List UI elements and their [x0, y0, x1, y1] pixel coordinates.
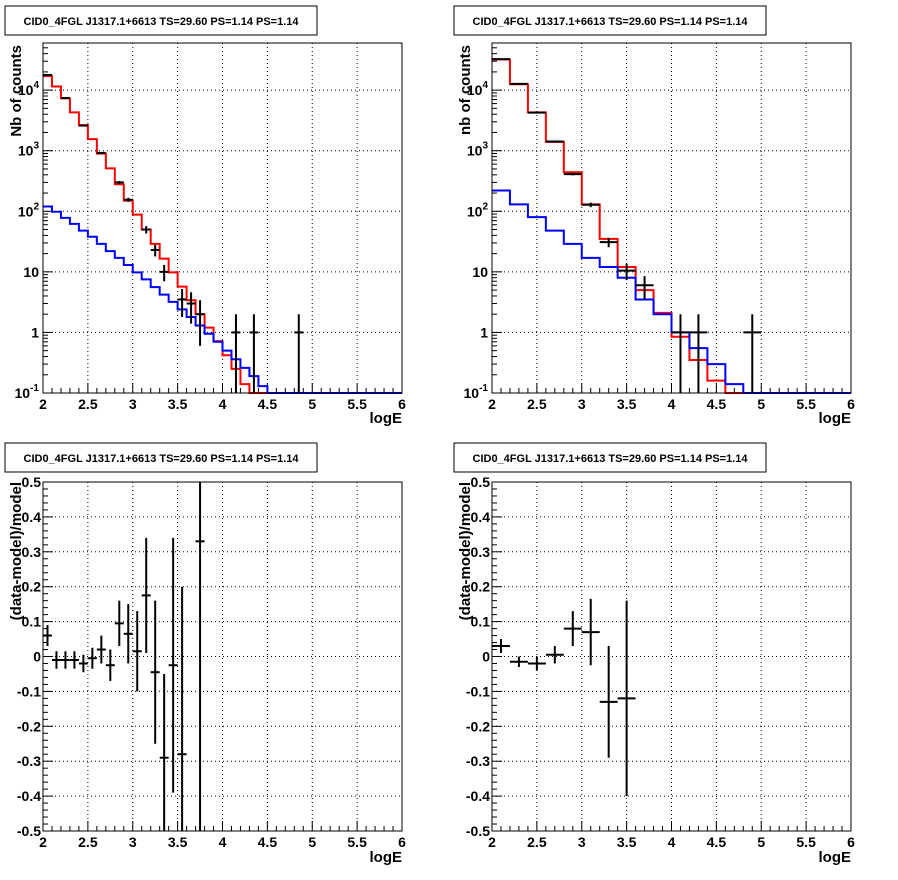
x-tick-label: 5: [308, 834, 316, 850]
x-tick-label: 4.5: [258, 396, 278, 412]
y-tick-label: -0.4: [17, 788, 41, 804]
x-tick-label: 3: [578, 834, 586, 850]
panel-title: CID0_4FGL J1317.1+6613 TS=29.60 PS=1.14 …: [473, 453, 749, 465]
x-tick-label: 3.5: [168, 396, 188, 412]
x-axis-label: logE: [370, 410, 403, 427]
x-axis-label: logE: [819, 410, 852, 427]
x-tick-label: 4: [219, 396, 227, 412]
panel-title: CID0_4FGL J1317.1+6613 TS=29.60 PS=1.14 …: [24, 16, 300, 28]
y-tick-label: 10: [23, 264, 39, 280]
x-tick-label: 4: [219, 834, 227, 850]
y-axis-label: nb of counts: [457, 45, 474, 135]
data-point: [61, 98, 70, 99]
x-tick-label: 5.5: [796, 396, 816, 412]
y-tick-label: 1: [480, 324, 488, 340]
x-axis-label: logE: [370, 849, 403, 866]
y-tick-label: 1: [31, 324, 39, 340]
y-tick-label: -0.1: [466, 683, 490, 699]
x-tick-label: 2.5: [78, 834, 98, 850]
data-point: [43, 75, 52, 76]
x-tick-label: 2.5: [527, 396, 547, 412]
y-axis-label: (data-model)/model: [8, 482, 25, 620]
x-tick-label: 6: [847, 834, 855, 850]
x-tick-label: 4.5: [258, 834, 278, 850]
panel-title: CID0_4FGL J1317.1+6613 TS=29.60 PS=1.14 …: [473, 16, 749, 28]
y-tick-label: -0.2: [466, 718, 490, 734]
y-tick-label: 0: [482, 649, 490, 665]
y-tick-label: -0.3: [17, 753, 41, 769]
y-tick-label: -0.2: [17, 718, 41, 734]
x-tick-label: 5.5: [347, 396, 367, 412]
x-tick-label: 2.5: [78, 396, 98, 412]
x-tick-label: 3: [129, 396, 137, 412]
data-point: [546, 141, 564, 142]
y-tick-label: -0.1: [17, 683, 41, 699]
x-tick-label: 6: [398, 834, 406, 850]
y-axis-label: (data-model)/model: [457, 482, 474, 620]
x-tick-label: 2: [488, 396, 496, 412]
x-tick-label: 3: [578, 396, 586, 412]
y-tick-label: -0.4: [466, 788, 490, 804]
panel-title: CID0_4FGL J1317.1+6613 TS=29.60 PS=1.14 …: [24, 453, 300, 465]
x-tick-label: 5: [757, 834, 765, 850]
y-tick-label: -0.5: [466, 823, 490, 839]
y-tick-label: -0.5: [17, 823, 41, 839]
x-tick-label: 2: [39, 396, 47, 412]
x-tick-label: 3.5: [617, 396, 637, 412]
data-point: [528, 112, 546, 113]
x-tick-label: 5: [308, 396, 316, 412]
x-tick-label: 5: [757, 396, 765, 412]
data-point: [510, 84, 528, 85]
x-tick-label: 4: [668, 396, 676, 412]
x-tick-label: 5.5: [347, 834, 367, 850]
data-point: [97, 152, 106, 154]
x-tick-label: 3.5: [617, 834, 637, 850]
x-tick-label: 3.5: [168, 834, 188, 850]
y-axis-label: Nb of counts: [8, 45, 25, 137]
x-tick-label: 2.5: [527, 834, 547, 850]
data-point: [79, 125, 88, 126]
x-tick-label: 4.5: [707, 834, 727, 850]
x-tick-label: 3: [129, 834, 137, 850]
x-tick-label: 4: [668, 834, 676, 850]
y-tick-label: -0.3: [466, 753, 490, 769]
data-point: [564, 173, 582, 176]
y-tick-label: 10: [472, 264, 488, 280]
y-tick-label: 0: [33, 649, 41, 665]
x-tick-label: 5.5: [796, 834, 816, 850]
x-axis-label: logE: [819, 849, 852, 866]
x-tick-label: 4.5: [707, 396, 727, 412]
